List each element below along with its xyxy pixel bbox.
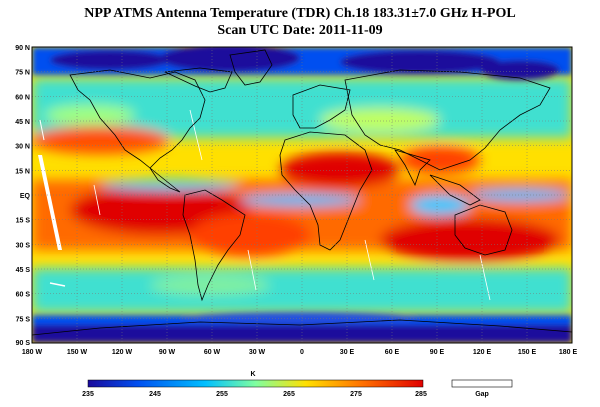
lat-label: 30 S (16, 242, 31, 249)
lon-label: 0 (300, 349, 304, 356)
lon-label: 150 E (518, 349, 537, 356)
lat-label: 45 S (16, 267, 31, 274)
figure-title-line1: NPP ATMS Antenna Temperature (TDR) Ch.18… (84, 6, 516, 21)
lat-label: 30 N (15, 144, 30, 151)
figure-title-line2: Scan UTC Date: 2011-11-09 (217, 23, 383, 38)
lat-label: 90 S (16, 340, 31, 347)
graticule (32, 47, 572, 343)
lon-label: 60 W (204, 349, 221, 356)
colorbar-ticks: 235 245 255 265 275 285 (82, 391, 427, 398)
colorbar-tick: 265 (283, 391, 295, 398)
gap-label: Gap (475, 391, 489, 398)
lon-label: 90 W (159, 349, 176, 356)
lon-label: 60 E (385, 349, 400, 356)
lon-label: 180 W (22, 349, 43, 356)
colorbar-tick: 235 (82, 391, 94, 398)
lon-label: 90 E (430, 349, 445, 356)
coastlines (32, 49, 572, 336)
lon-label: 120 E (473, 349, 492, 356)
colorbar-tick: 245 (149, 391, 161, 398)
lat-label: 75 S (16, 316, 31, 323)
gap-swatch (451, 379, 513, 388)
lon-label: 120 W (112, 349, 133, 356)
lat-label: 90 N (15, 45, 30, 52)
lon-label: 180 E (559, 349, 578, 356)
temperature-field (32, 47, 572, 343)
lon-label: 30 E (340, 349, 355, 356)
colorbar-unit: K (250, 371, 255, 378)
map-frame (31, 46, 573, 344)
latitude-axis: 90 N 75 N 60 N 45 N 30 N 15 N EQ 15 S 30… (15, 45, 30, 347)
lat-label: 45 N (15, 119, 30, 126)
longitude-axis: 180 W 150 W 120 W 90 W 60 W 30 W 0 30 E … (22, 349, 578, 356)
colorbar (87, 379, 424, 388)
lat-label: EQ (20, 193, 31, 200)
lat-label: 60 S (16, 292, 31, 299)
scan-gaps (38, 109, 491, 301)
colorbar-tick: 255 (216, 391, 228, 398)
lat-label: 15 N (15, 168, 30, 175)
lon-label: 150 W (67, 349, 88, 356)
colorbar-tick: 285 (415, 391, 427, 398)
lon-label: 30 W (249, 349, 266, 356)
colorbar-tick: 275 (350, 391, 362, 398)
lat-label: 60 N (15, 94, 30, 101)
lat-label: 75 N (15, 70, 30, 77)
lat-label: 15 S (16, 218, 31, 225)
